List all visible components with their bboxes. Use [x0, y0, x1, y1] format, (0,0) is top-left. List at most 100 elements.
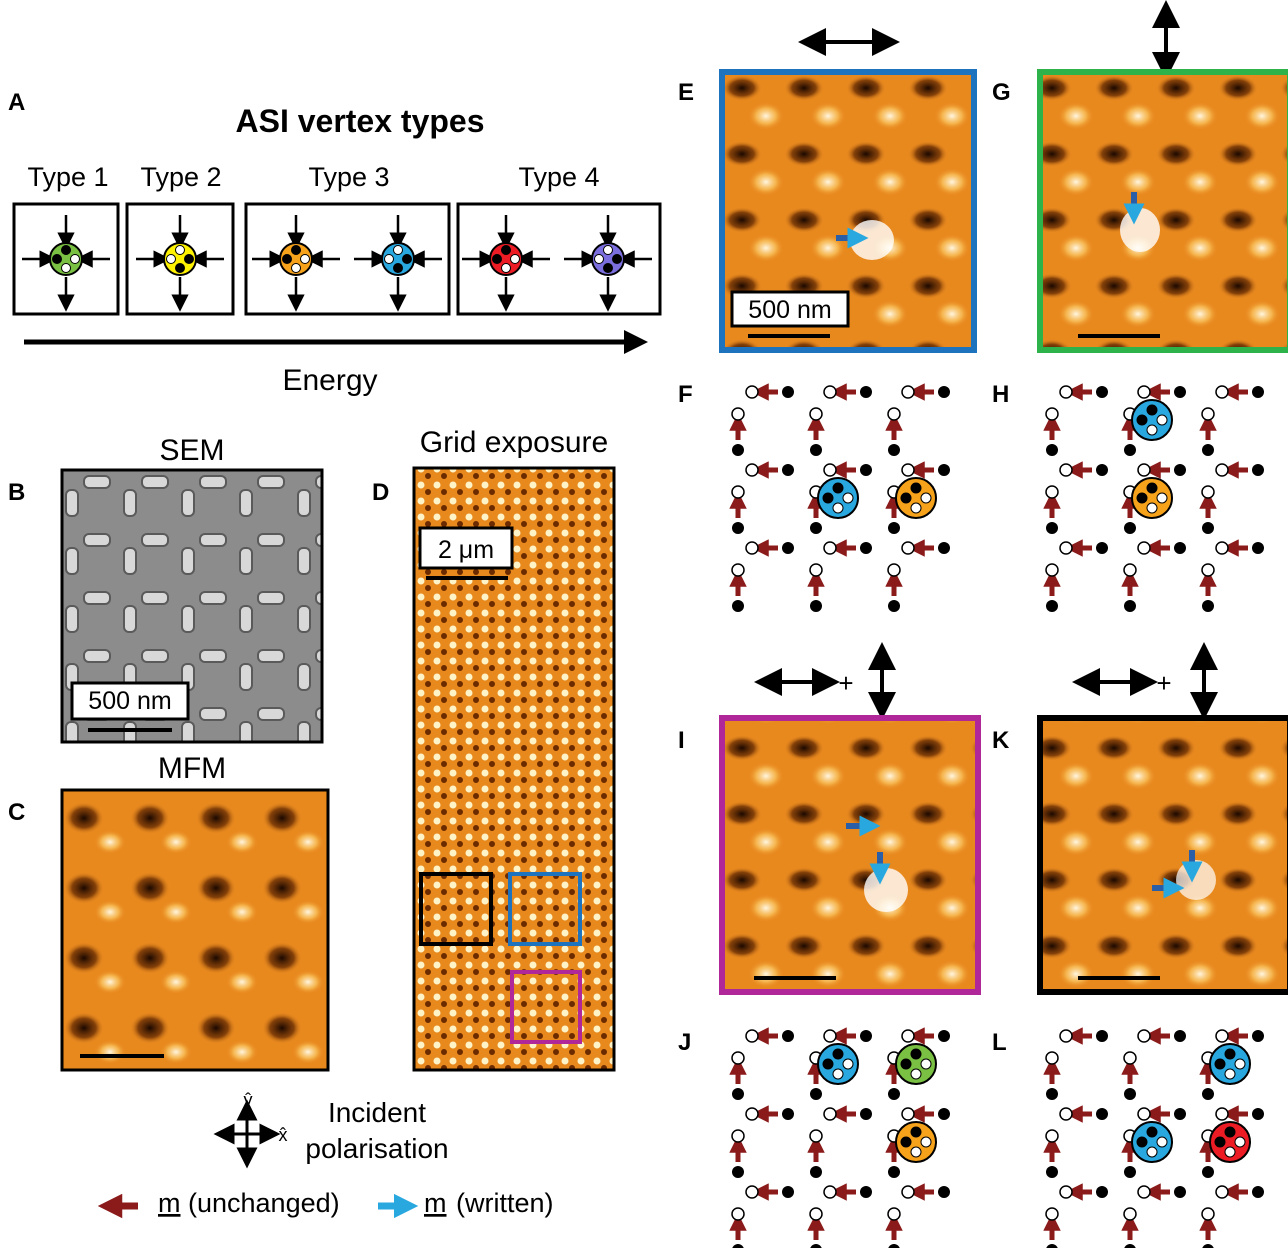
vertex-pole [832, 502, 844, 514]
island-white [1045, 1051, 1059, 1065]
island-white [1045, 407, 1059, 421]
island-white [1137, 463, 1151, 477]
panel-label-h: H [992, 381, 1009, 408]
panel-c: MFM [60, 752, 330, 1072]
vertex-pole [1214, 1058, 1226, 1070]
island-white [1215, 1185, 1229, 1199]
panel-i [719, 715, 981, 995]
vertex-pole [822, 1058, 834, 1070]
panel-a: ASI vertex types Type 1 Type 2 Type 3 Ty… [12, 103, 662, 397]
vertex-pole [612, 254, 622, 264]
island-black [1124, 444, 1136, 456]
panel-g-written-spot [1120, 208, 1160, 252]
island-white [1215, 385, 1229, 399]
panel-label-e: E [678, 79, 694, 106]
type-1-box [12, 202, 120, 316]
vertex-pole [900, 1136, 912, 1148]
island-white [823, 385, 837, 399]
panel-e: 500 nm [719, 69, 977, 353]
grid-title: Grid exposure [420, 426, 608, 459]
y-axis-label: ŷ [244, 1090, 253, 1110]
panel-label-b: B [8, 479, 25, 506]
vertex-pole [832, 1048, 844, 1060]
vertex-type3b [1209, 1043, 1251, 1085]
island-black [782, 1186, 794, 1198]
island-white [731, 563, 745, 577]
island-black [1046, 1166, 1058, 1178]
island-white [731, 1207, 745, 1221]
vertex-pole [1224, 1048, 1236, 1060]
vertex-pole [52, 254, 62, 264]
vertex-pole [920, 1058, 932, 1070]
panel-e-scale-box [730, 290, 850, 328]
vertex-pole [910, 1126, 922, 1138]
vertex-pole [492, 254, 502, 264]
type-1-label: Type 1 [27, 162, 108, 192]
island-white [1201, 1207, 1215, 1221]
island-black [1046, 522, 1058, 534]
vertex-pole [510, 254, 520, 264]
island-black [1202, 444, 1214, 456]
island-white [731, 407, 745, 421]
island-white [1123, 1207, 1137, 1221]
island-white [731, 1051, 745, 1065]
vertex-type3a [895, 1121, 937, 1163]
island-black [732, 600, 744, 612]
island-white [745, 1029, 759, 1043]
written-m: m [424, 1188, 447, 1218]
island-black [1202, 1244, 1214, 1248]
island-white [1059, 1185, 1073, 1199]
vertex-type3a [895, 477, 937, 519]
island-black [1252, 464, 1264, 476]
island-black [860, 1030, 872, 1042]
grid-scale-label: 2 μm [438, 536, 494, 564]
island-black [782, 464, 794, 476]
vertex-pole [1234, 1136, 1246, 1148]
vertex-pole [594, 254, 604, 264]
vertex-pole [842, 1058, 854, 1070]
vertex-pole [1136, 1136, 1148, 1148]
vertex-type3b [1131, 1121, 1173, 1163]
island-white [745, 385, 759, 399]
sem-title: SEM [159, 434, 224, 467]
island-black [810, 522, 822, 534]
island-black [938, 464, 950, 476]
panel-label-a: A [8, 89, 25, 116]
panel-e-scale-label: 500 nm [748, 296, 831, 324]
panel-d: Grid exposure 2 μm [412, 426, 616, 1072]
island-black [888, 522, 900, 534]
island-white [745, 463, 759, 477]
island-black [1096, 464, 1108, 476]
island-black [860, 1186, 872, 1198]
island-black [1174, 542, 1186, 554]
mfm-title: MFM [158, 752, 226, 785]
panel-k-written-spot [1176, 860, 1216, 900]
island-black [732, 1166, 744, 1178]
island-black [888, 1244, 900, 1248]
type-3-label: Type 3 [308, 162, 389, 192]
island-white [1059, 463, 1073, 477]
vertex-pole [822, 492, 834, 504]
island-black [732, 444, 744, 456]
vertex-type3b [817, 1043, 859, 1085]
island-white [887, 1207, 901, 1221]
vertex-pole [920, 1136, 932, 1148]
island-black [1202, 600, 1214, 612]
island-black [860, 542, 872, 554]
vertex-pole [910, 1048, 922, 1060]
vertex-type3b [1131, 399, 1173, 441]
vertex-circle-type4a [489, 242, 523, 276]
vertex-pole [1224, 1126, 1236, 1138]
island-black [938, 1030, 950, 1042]
island-white [809, 563, 823, 577]
island-white [1215, 1107, 1229, 1121]
vertex-pole [1156, 492, 1168, 504]
island-black [1174, 1186, 1186, 1198]
island-black [888, 600, 900, 612]
island-white [1045, 1207, 1059, 1221]
vertex-pole [61, 263, 71, 273]
vertex-pole [61, 245, 71, 255]
vertex-pole [1146, 424, 1158, 436]
island-white [731, 485, 745, 499]
vertex-pole [1146, 502, 1158, 514]
